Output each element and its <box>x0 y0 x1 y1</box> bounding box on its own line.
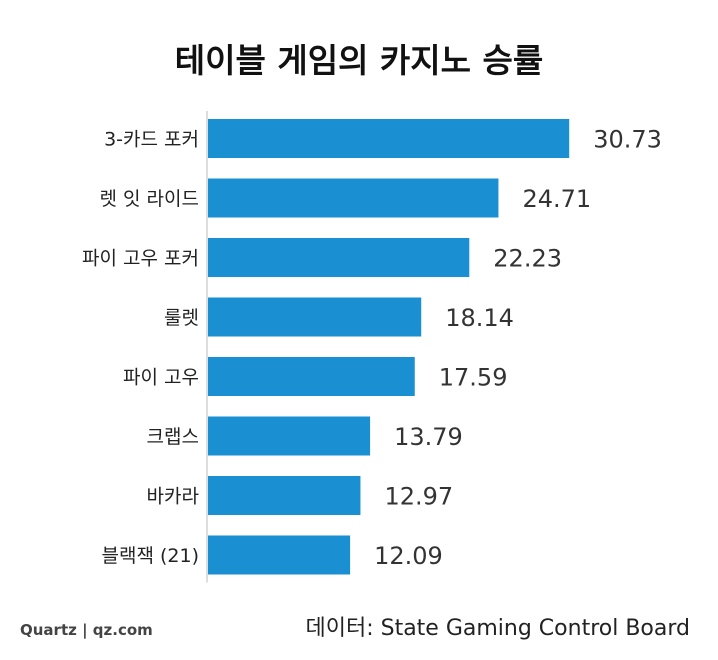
value-label-6: 12.97 <box>384 483 453 511</box>
category-label-0: 3-카드 포커 <box>104 129 199 151</box>
category-label-1: 렛 잇 라이드 <box>100 188 199 210</box>
category-label-2: 파이 고우 포커 <box>82 248 199 270</box>
bar-4 <box>208 357 415 396</box>
category-label-7: 블랙잭 (21) <box>102 545 199 567</box>
bar-0 <box>208 119 570 158</box>
value-label-5: 13.79 <box>394 423 463 451</box>
value-label-4: 17.59 <box>439 364 508 392</box>
bars-group <box>208 119 570 575</box>
credit-text: Quartz | qz.com <box>20 621 153 639</box>
bar-7 <box>208 535 351 575</box>
value-label-1: 24.71 <box>522 185 591 213</box>
category-label-6: 바카라 <box>147 486 199 508</box>
bar-6 <box>208 476 361 515</box>
value-label-0: 30.73 <box>593 126 662 154</box>
bar-5 <box>208 416 371 456</box>
chart-title: 테이블 게임의 카지노 승률 <box>174 41 544 80</box>
category-label-3: 룰렛 <box>164 307 199 329</box>
value-label-3: 18.14 <box>445 304 514 332</box>
category-label-4: 파이 고우 <box>123 367 199 389</box>
bar-3 <box>208 297 422 337</box>
value-labels-group: 30.73 24.71 22.23 18.14 17.59 13.79 12.97 12.09 <box>374 126 662 571</box>
bar-1 <box>208 178 499 218</box>
source-text: 데이터: State Gaming Control Board <box>305 616 690 641</box>
value-label-2: 22.23 <box>493 245 562 273</box>
category-label-5: 크랩스 <box>147 426 199 448</box>
bar-2 <box>208 238 470 277</box>
value-label-7: 12.09 <box>374 542 443 570</box>
